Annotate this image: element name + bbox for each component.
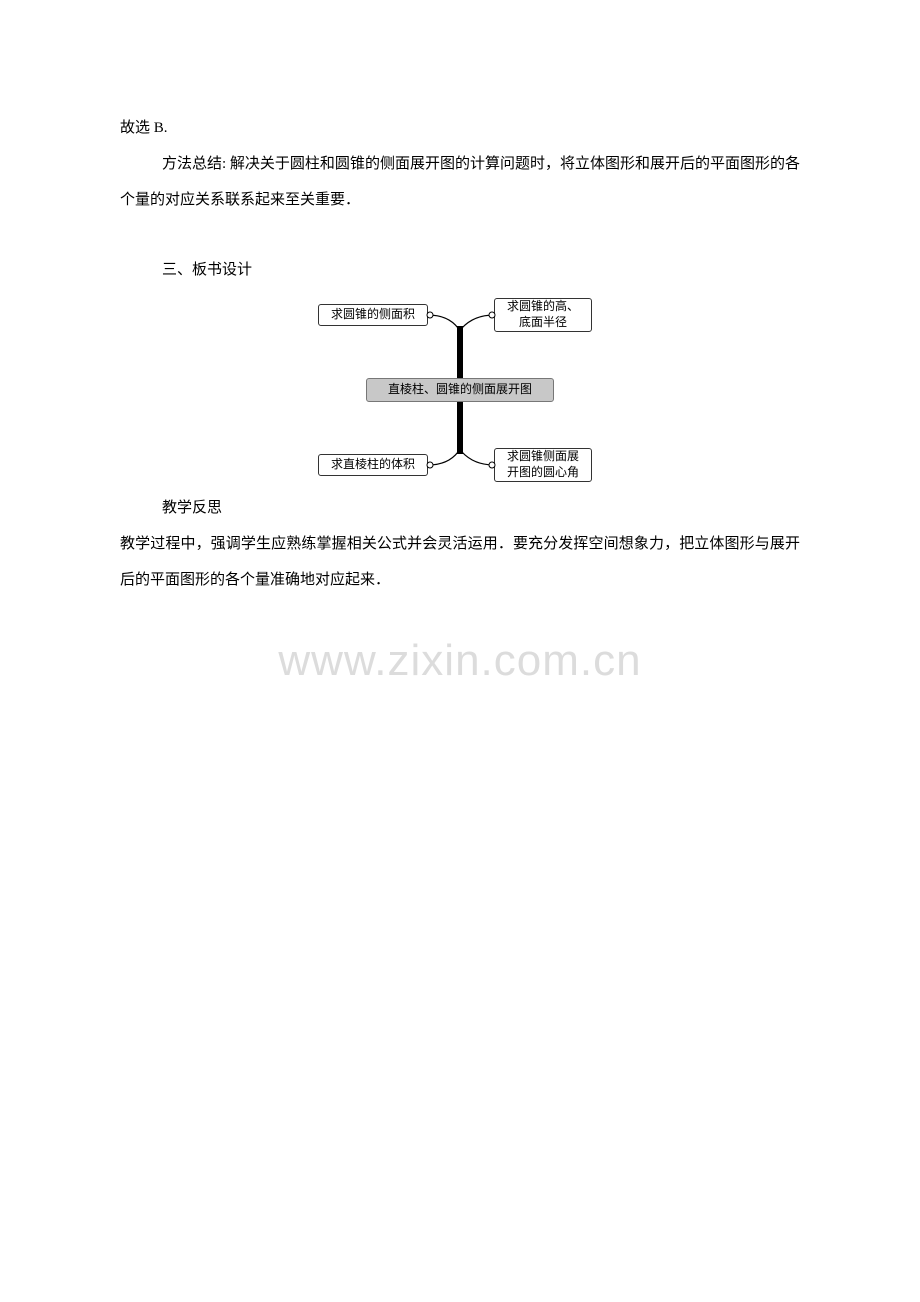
section-heading-3: 三、板书设计 (120, 252, 800, 288)
board-diagram: 直棱柱、圆锥的侧面展开图 求圆锥的侧面积 求圆锥的高、 底面半径 求直棱柱的体积… (290, 296, 630, 486)
watermark: www.zixin.com.cn (0, 636, 920, 686)
document-body: 故选 B. 方法总结: 解决关于圆柱和圆锥的侧面展开图的计算问题时，将立体图形和… (0, 0, 920, 598)
method-summary: 方法总结: 解决关于圆柱和圆锥的侧面展开图的计算问题时，将立体图形和展开后的平面… (120, 146, 800, 218)
board-diagram-wrapper: 直棱柱、圆锥的侧面展开图 求圆锥的侧面积 求圆锥的高、 底面半径 求直棱柱的体积… (120, 296, 800, 486)
diagram-connectors (290, 296, 630, 486)
reflect-heading: 教学反思 (120, 490, 800, 526)
watermark-text: www.zixin.com.cn (278, 636, 641, 685)
answer-line: 故选 B. (120, 110, 800, 146)
reflect-body: 教学过程中，强调学生应熟练掌握相关公式并会灵活运用．要充分发挥空间想象力，把立体… (120, 526, 800, 598)
